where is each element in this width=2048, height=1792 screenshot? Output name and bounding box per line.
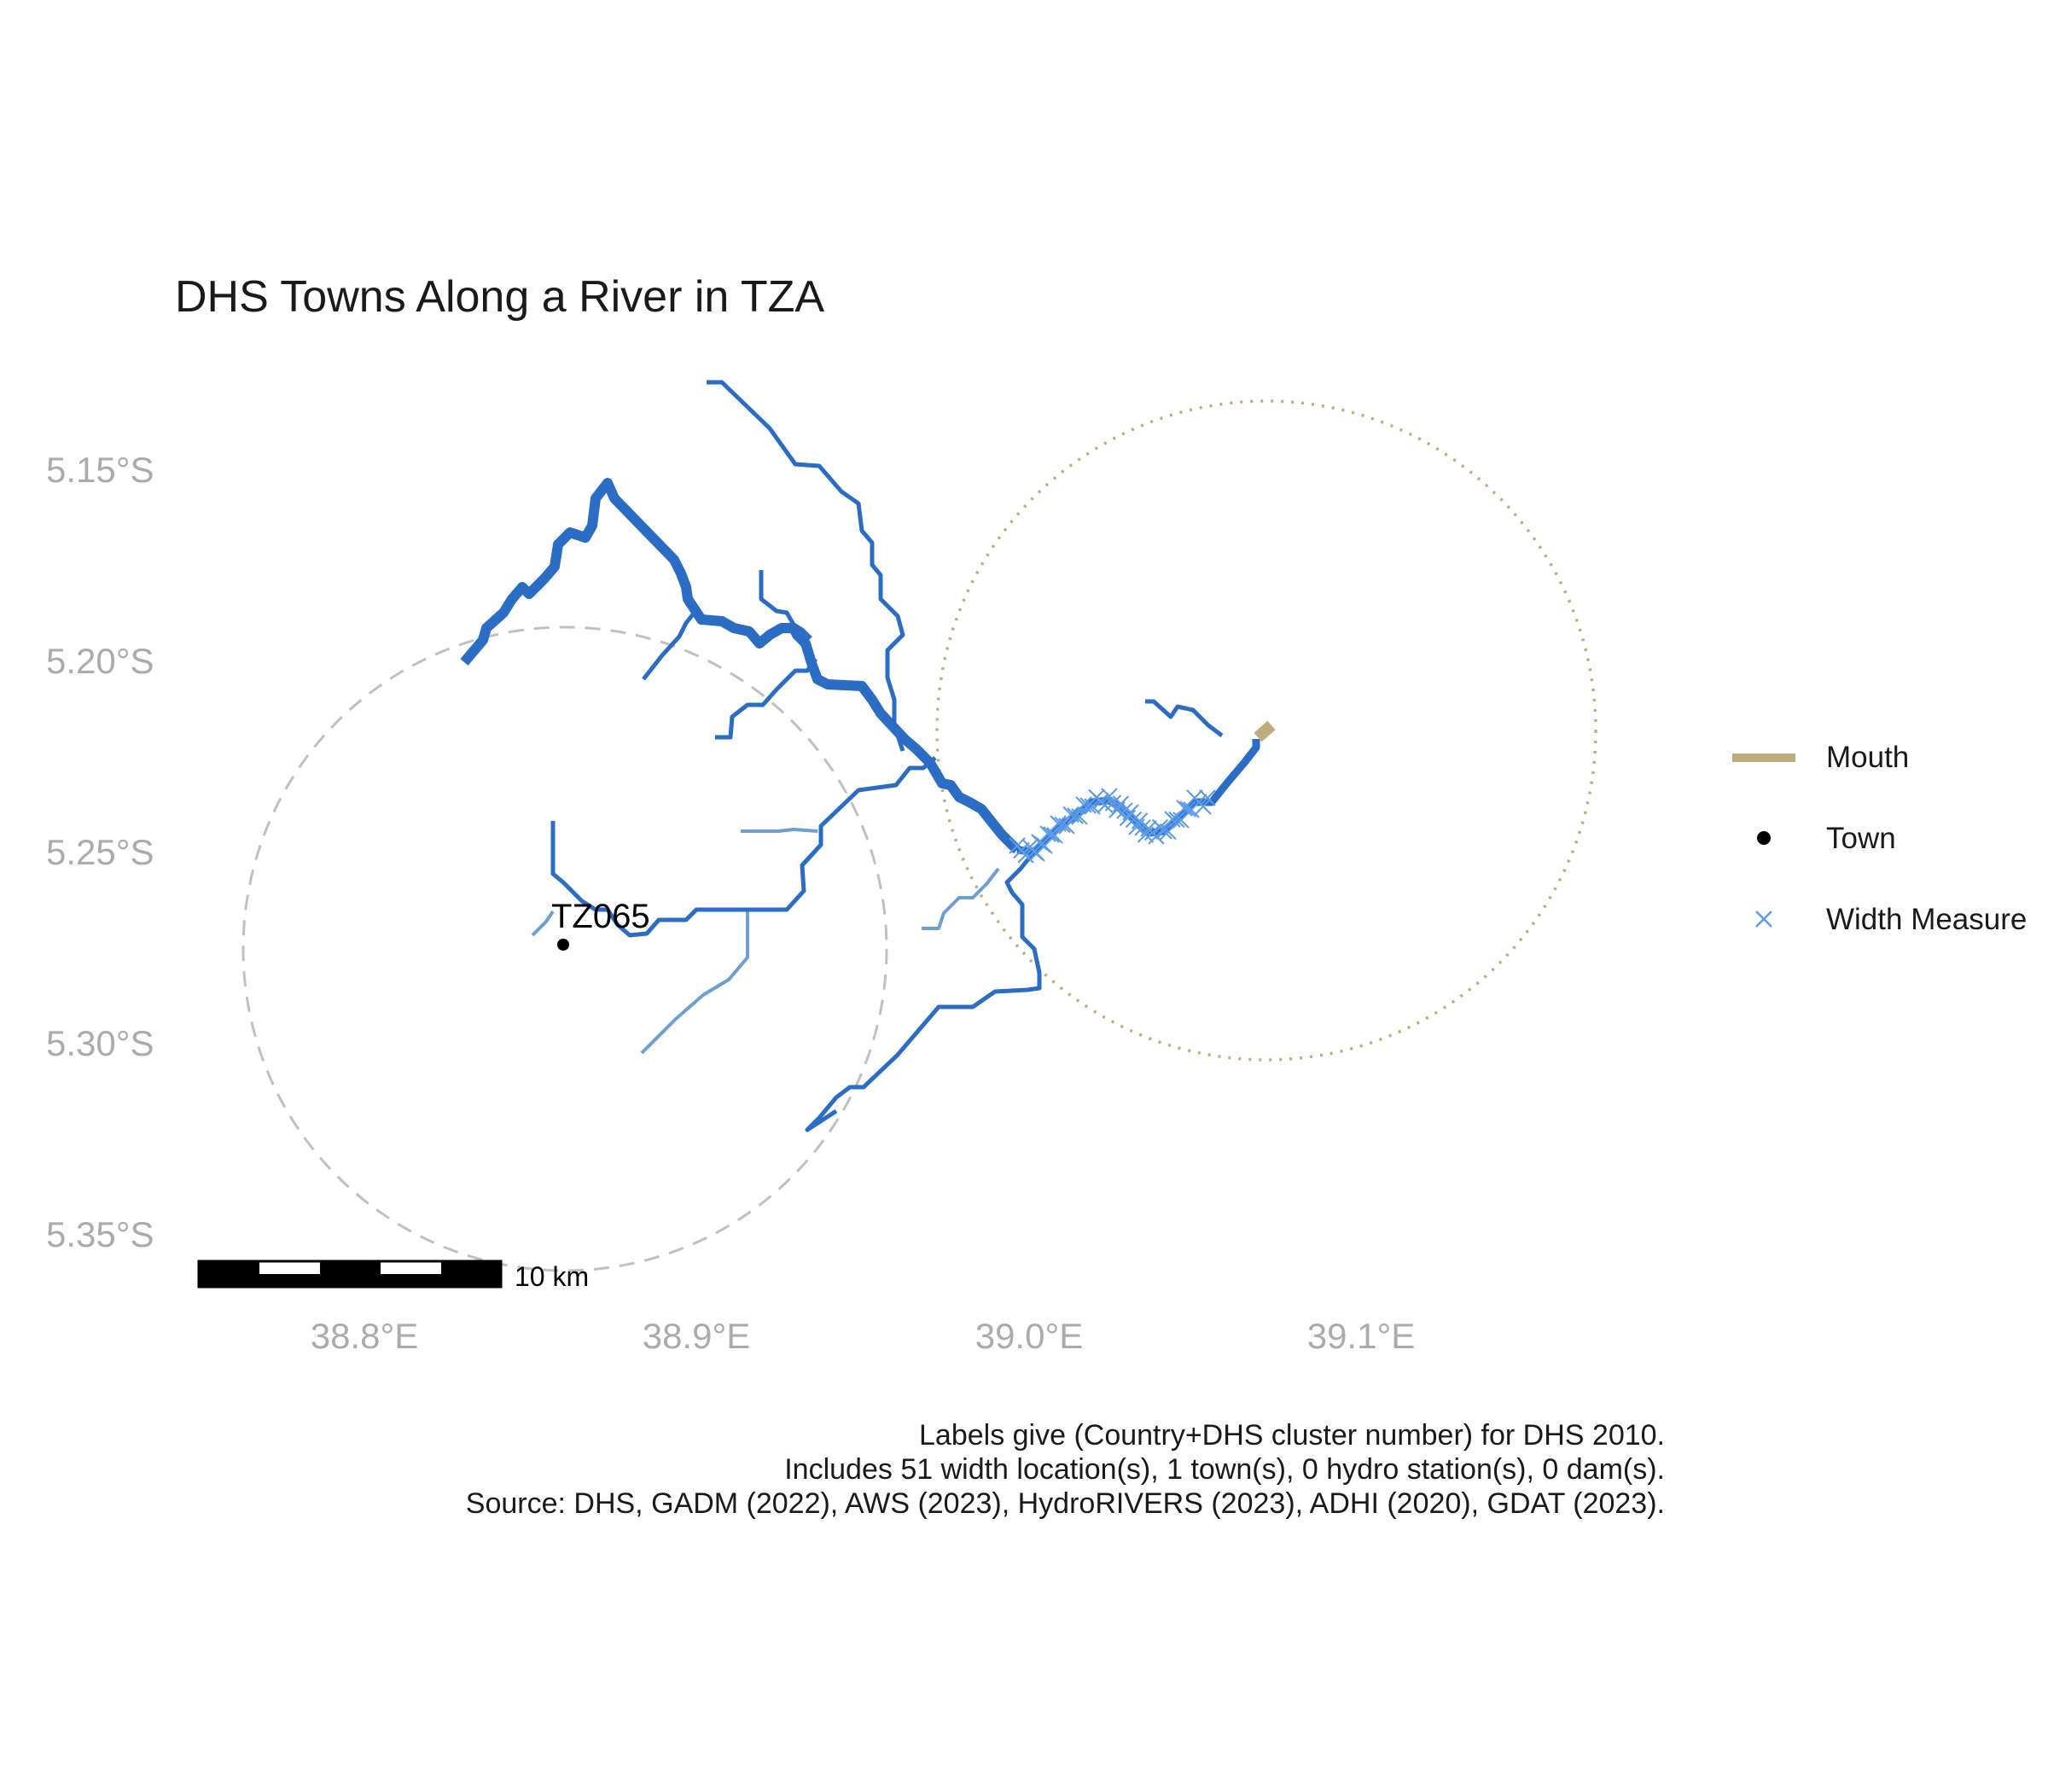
width-measure-marker	[1067, 807, 1084, 824]
width-measure-markers	[1009, 788, 1216, 864]
town-point	[557, 939, 569, 951]
river-main-stem	[460, 478, 1021, 854]
legend-label-width: Width Measure	[1826, 903, 2028, 936]
river-segment	[707, 380, 905, 752]
map-caption: Labels give (Country+DHS cluster number)…	[466, 1418, 1665, 1521]
scale-bar-label: 10 km	[515, 1261, 590, 1292]
caption-line: Includes 51 width location(s), 1 town(s)…	[784, 1453, 1665, 1486]
scale-bar	[197, 1260, 503, 1289]
lon-tick-label: 38.8°E	[310, 1316, 419, 1356]
width-measure-marker	[1137, 826, 1155, 843]
lon-tick-label: 39.0°E	[975, 1316, 1084, 1356]
river-network	[460, 380, 1260, 1132]
legend-town-key	[1757, 831, 1771, 845]
legend-label-town: Town	[1826, 822, 1896, 855]
mouth-buffer-circle	[935, 399, 1597, 1062]
river-segment	[922, 867, 1000, 930]
width-measure-marker	[1084, 798, 1101, 815]
width-measure-marker	[1179, 800, 1196, 817]
river-segment	[715, 657, 818, 740]
town-label: TZ065	[551, 898, 650, 935]
lat-tick-label: 5.15°S	[46, 450, 154, 490]
town-buffer-circle	[241, 625, 888, 1272]
lat-tick-label: 5.30°S	[46, 1023, 154, 1063]
width-measure-marker	[1058, 817, 1075, 835]
width-measure-marker	[1054, 816, 1071, 834]
river-segment	[640, 911, 749, 1055]
width-measure-marker	[1199, 789, 1216, 806]
caption-line: Labels give (Country+DHS cluster number)…	[919, 1419, 1665, 1452]
river-mouth-segment	[1254, 720, 1276, 742]
river-segment	[805, 850, 1042, 1132]
caption-line: Source: DHS, GADM (2022), AWS (2023), Hy…	[465, 1487, 1665, 1520]
width-measure-marker	[1155, 823, 1172, 840]
width-measure-marker	[1071, 808, 1088, 825]
lon-tick-label: 39.1°E	[1306, 1316, 1416, 1356]
lon-tick-label: 38.9°E	[642, 1316, 751, 1356]
map-title: DHS Towns Along a River in TZA	[175, 272, 825, 322]
width-measure-marker	[1046, 827, 1063, 844]
river-segment	[550, 756, 937, 938]
lat-tick-label: 5.35°S	[46, 1214, 154, 1254]
lat-tick-label: 5.20°S	[46, 641, 154, 681]
legend-label-mouth: Mouth	[1826, 741, 1910, 774]
river-segment	[531, 910, 555, 937]
legend-width-key	[1755, 911, 1772, 928]
river-segment	[741, 828, 818, 833]
river-segment	[1145, 699, 1224, 737]
width-measure-marker	[1148, 828, 1165, 845]
river-segment	[642, 613, 695, 681]
width-measure-marker	[1160, 823, 1177, 841]
width-measure-marker	[1195, 798, 1212, 815]
river-segment	[759, 570, 812, 640]
width-measure-marker	[1043, 826, 1060, 843]
lat-tick-label: 5.25°S	[46, 832, 154, 872]
